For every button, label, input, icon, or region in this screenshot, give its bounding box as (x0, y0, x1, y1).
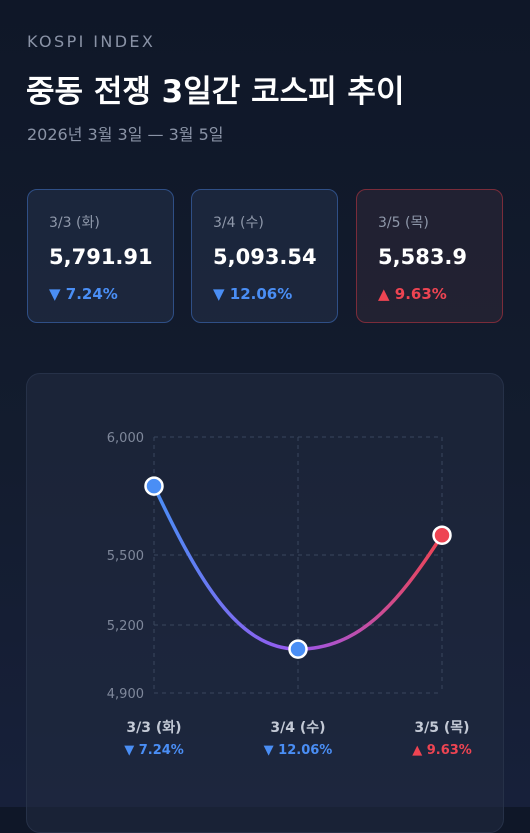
x-change-label: ▼ 7.24% (124, 743, 184, 758)
card-value: 5,093.54 (213, 245, 317, 269)
stat-card-2: 3/5 (목) 5,583.9 ▲ 9.63% (356, 189, 503, 323)
data-point-2 (432, 525, 452, 545)
card-date: 3/5 (목) (378, 215, 429, 231)
card-value: 5,791.91 (49, 245, 153, 269)
card-date: 3/4 (수) (213, 215, 264, 231)
chart-panel (26, 373, 504, 833)
stat-card-1: 3/4 (수) 5,093.54 ▼ 12.06% (191, 189, 338, 323)
data-point-1 (288, 639, 308, 659)
card-date: 3/3 (화) (49, 215, 100, 231)
card-change: ▼ 7.24% (49, 285, 118, 303)
x-change-label: ▼ 12.06% (264, 743, 333, 758)
card-value: 5,583.9 (378, 245, 468, 269)
stat-card-0: 3/3 (화) 5,791.91 ▼ 7.24% (27, 189, 174, 323)
card-change: ▲ 9.63% (378, 285, 447, 303)
eyebrow-label: KOSPI INDEX (27, 32, 156, 51)
x-category-label: 3/4 (수) (270, 720, 325, 736)
y-tick-label: 5,200 (107, 619, 144, 634)
date-range: 2026년 3월 3일 — 3월 5일 (27, 125, 224, 144)
y-tick-label: 6,000 (107, 431, 144, 446)
data-point-0 (144, 476, 164, 496)
x-category-label: 3/3 (화) (126, 720, 181, 736)
page-title: 중동 전쟁 3일간 코스피 추이 (26, 74, 405, 110)
x-change-label: ▲ 9.63% (412, 743, 472, 758)
y-tick-label: 4,900 (107, 687, 144, 702)
x-category-label: 3/5 (목) (414, 720, 469, 736)
card-change: ▼ 12.06% (213, 285, 293, 303)
line-chart: 4,900 5,200 5,500 6,000 3/3 (화) ▼ 7.24% 3/4 (수… (107, 431, 472, 758)
y-tick-label: 5,500 (107, 549, 144, 564)
